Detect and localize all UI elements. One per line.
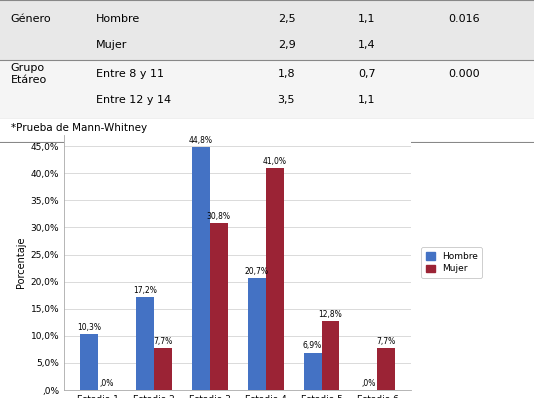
Text: Entre 12 y 14: Entre 12 y 14 [96,95,171,105]
Text: 2,5: 2,5 [278,14,295,24]
Legend: Hombre, Mujer: Hombre, Mujer [421,248,482,278]
Text: 1,4: 1,4 [358,40,375,51]
Text: 0.000: 0.000 [449,69,480,79]
Text: ,0%: ,0% [362,379,376,388]
Text: 12,8%: 12,8% [319,310,342,318]
Bar [192,147,210,390]
Text: 3,5: 3,5 [278,95,295,105]
Text: 0.016: 0.016 [449,14,480,24]
Text: 41,0%: 41,0% [263,157,287,166]
Text: Grupo
Etáreo: Grupo Etáreo [11,63,47,85]
Bar [0,60,534,119]
Bar [210,223,227,390]
Text: ,0%: ,0% [99,379,114,388]
Text: 7,7%: 7,7% [377,337,396,346]
Text: Hombre: Hombre [96,14,140,24]
Bar [265,168,284,390]
Bar [304,353,321,390]
Text: 1,1: 1,1 [358,14,375,24]
Text: 6,9%: 6,9% [303,341,322,351]
Bar [0,0,534,60]
Text: 17,2%: 17,2% [133,286,156,295]
Bar [248,278,265,390]
Text: 1,1: 1,1 [358,95,375,105]
Bar [154,348,171,390]
Bar [378,348,395,390]
Text: 0,7: 0,7 [358,69,375,79]
Text: Género: Género [11,14,51,24]
Bar [80,334,98,390]
Text: Entre 8 y 11: Entre 8 y 11 [96,69,164,79]
Text: 7,7%: 7,7% [153,337,172,346]
Text: 2,9: 2,9 [278,40,295,51]
Text: 1,8: 1,8 [278,69,295,79]
Text: Mujer: Mujer [96,40,128,51]
Bar [136,297,154,390]
Bar [321,321,340,390]
Text: 10,3%: 10,3% [77,323,101,332]
Text: *Prueba de Mann-Whitney: *Prueba de Mann-Whitney [11,123,147,133]
Text: 20,7%: 20,7% [245,267,269,276]
Text: 30,8%: 30,8% [207,212,231,221]
Y-axis label: Porcentaje: Porcentaje [17,237,26,289]
Text: 44,8%: 44,8% [189,136,213,145]
